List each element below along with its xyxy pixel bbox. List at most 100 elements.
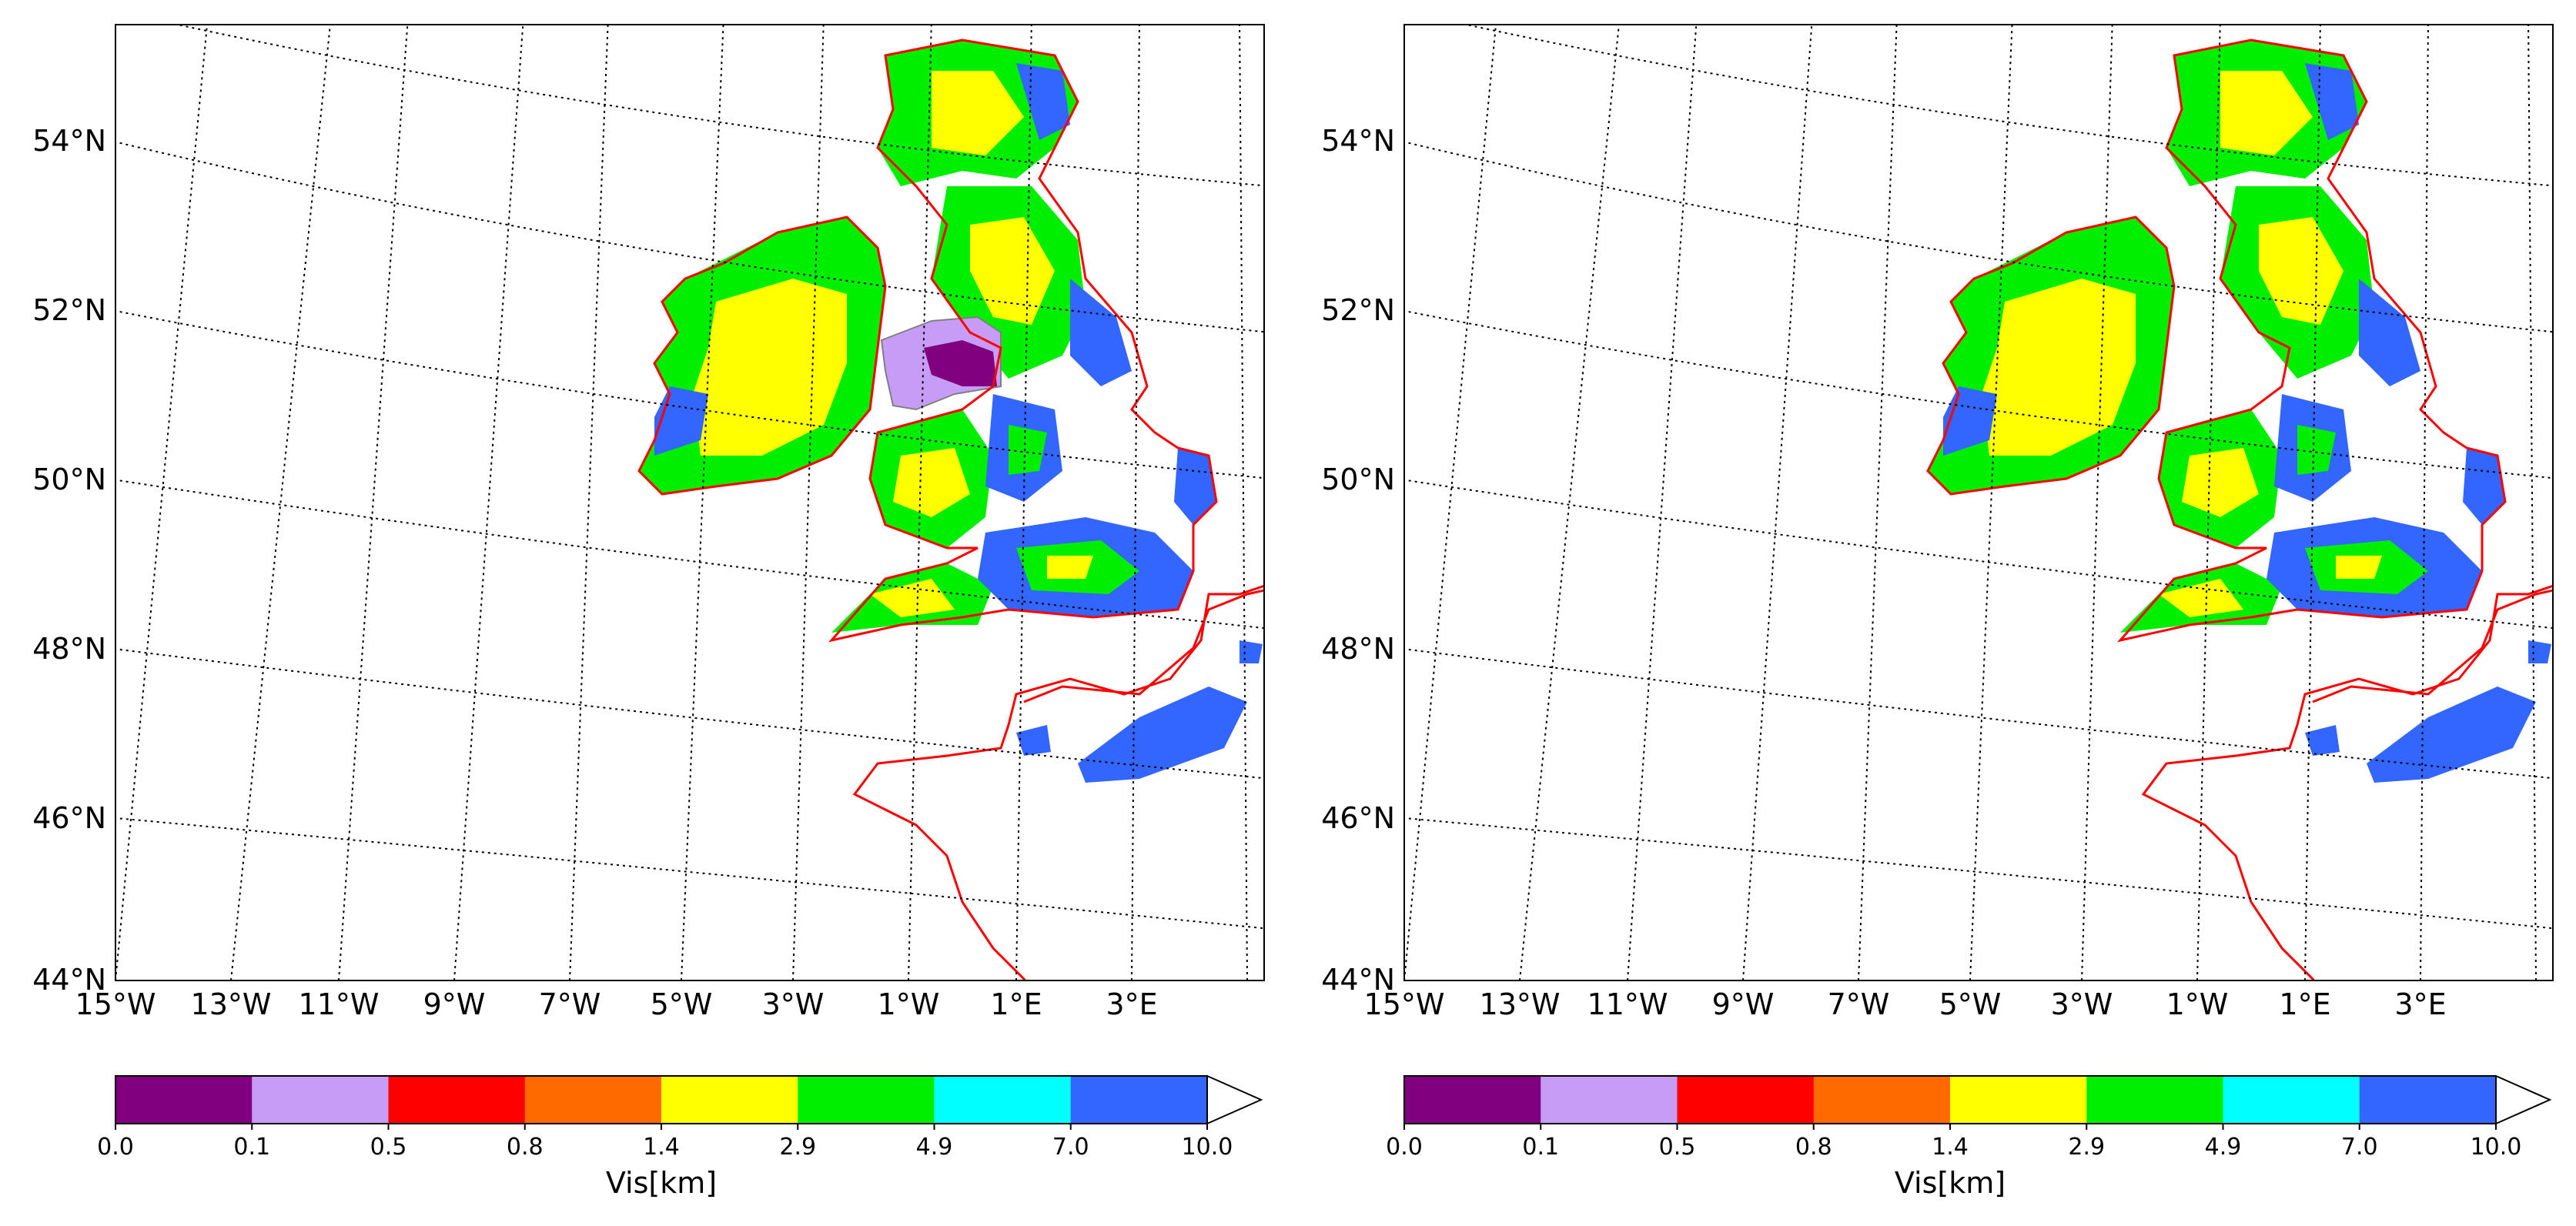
colorbar-extend-arrow xyxy=(2495,1074,2552,1125)
colorbar-segment xyxy=(252,1076,389,1124)
longitude-gridline xyxy=(792,25,825,980)
colorbar-segment xyxy=(2223,1076,2360,1124)
colorbar-segment xyxy=(1813,1076,1951,1124)
colorbar-tick-label: 1.4 xyxy=(1932,1134,1969,1161)
colorbar-tick-label: 0.0 xyxy=(97,1134,134,1161)
longitude-gridline xyxy=(1131,25,1140,980)
colorbar-right: 0.0 0.1 0.5 0.8 1.4 2.9 4.9 7.0 10.0 Vis[km] xyxy=(1386,1074,2552,1200)
latitude-label: 50°N xyxy=(1321,463,1395,496)
longitude-label: 9°W xyxy=(423,987,486,1021)
longitude-label: 9°W xyxy=(1712,987,1775,1021)
map-background xyxy=(1404,25,2553,980)
colorbar-segment xyxy=(1950,1076,2087,1124)
latitude-label: 44°N xyxy=(1321,963,1395,997)
colorbar-tick-label: 2.9 xyxy=(2068,1134,2105,1161)
longitude-gridline xyxy=(2304,25,2321,980)
longitude-gridline xyxy=(1858,25,1898,980)
longitude-gridline xyxy=(1627,25,1698,980)
colorbar-segment xyxy=(1070,1076,1208,1124)
longitude-label: 13°W xyxy=(191,987,272,1021)
latitude-gridline xyxy=(1404,648,2553,780)
map-panel-left: 54°N 52°N 50°N 48°N 46°N 44°N15°W 13°W 11°W 9°W 7… xyxy=(32,24,1265,1021)
longitude-gridline xyxy=(908,25,932,980)
latitude-label: 46°N xyxy=(32,801,106,835)
longitude-label: 15°W xyxy=(75,987,156,1021)
latitude-label: 54°N xyxy=(1321,124,1395,158)
colorbar-label: Vis[km] xyxy=(606,1166,717,1200)
longitude-label: 1°W xyxy=(2166,987,2229,1021)
colorbar-tick-label: 4.9 xyxy=(2205,1134,2242,1161)
colorbar-label: Vis[km] xyxy=(1895,1166,2006,1200)
longitude-gridline xyxy=(1015,25,1032,980)
colorbar-segment xyxy=(1404,1076,1541,1124)
colorbar-tick-label: 0.5 xyxy=(1659,1134,1696,1161)
longitude-gridline xyxy=(453,25,524,980)
latitude-gridline xyxy=(115,479,1264,630)
colorbar-tick-label: 10.0 xyxy=(2471,1134,2522,1161)
map-content xyxy=(115,25,1264,980)
longitude-label: 11°W xyxy=(299,987,380,1021)
latitude-gridline xyxy=(1404,479,2553,630)
longitude-gridline xyxy=(230,25,331,980)
latitude-gridline xyxy=(115,648,1264,780)
colorbar-segment xyxy=(2086,1076,2223,1124)
colorbar-tick-label: 10.0 xyxy=(1182,1134,1233,1161)
longitude-gridline xyxy=(681,25,724,980)
latitude-label: 46°N xyxy=(1321,801,1395,835)
latitude-label: 50°N xyxy=(32,463,106,496)
colorbar-segment xyxy=(2359,1076,2497,1124)
longitude-gridline xyxy=(1404,25,1497,980)
map-frame xyxy=(1403,24,2554,981)
longitude-label: 3°E xyxy=(1106,987,1157,1021)
longitude-label: 13°W xyxy=(1480,987,1561,1021)
longitude-gridline xyxy=(2527,25,2537,980)
longitude-label: 1°E xyxy=(990,987,1042,1021)
longitude-label: 1°E xyxy=(2279,987,2330,1021)
longitude-label: 5°W xyxy=(1939,987,2002,1021)
map-panel-right: 54°N 52°N 50°N 48°N 46°N 44°N15°W 13°W 11°W 9°W 7… xyxy=(1321,24,2554,1021)
colorbar-tick-label: 0.8 xyxy=(1795,1134,1832,1161)
colorbar-tick-label: 0.8 xyxy=(507,1134,544,1161)
longitude-label: 3°W xyxy=(762,987,825,1021)
latitude-label: 48°N xyxy=(32,632,106,666)
longitude-gridline xyxy=(338,25,409,980)
colorbar-left: 0.0 0.1 0.5 0.8 1.4 2.9 4.9 7.0 10.0 Vis[km] xyxy=(97,1074,1263,1200)
longitude-gridline xyxy=(2196,25,2221,980)
latitude-label: 54°N xyxy=(32,124,106,158)
colorbar-segment xyxy=(388,1076,526,1124)
colorbar-tick-label: 4.9 xyxy=(916,1134,953,1161)
colorbar-segment xyxy=(1541,1076,1678,1124)
latitude-label: 52°N xyxy=(32,293,106,327)
colorbar-segment xyxy=(934,1076,1072,1124)
colorbar-segment xyxy=(1677,1076,1815,1124)
colorbar-segment xyxy=(798,1076,935,1124)
longitude-gridline xyxy=(1519,25,1620,980)
colorbar-tick-label: 2.9 xyxy=(779,1134,816,1161)
colorbar-extend-arrow xyxy=(1206,1074,1263,1125)
map-frame xyxy=(115,24,1265,981)
latitude-label: 48°N xyxy=(1321,632,1395,666)
colorbar-tick-label: 0.1 xyxy=(1522,1134,1559,1161)
longitude-label: 3°W xyxy=(2051,987,2113,1021)
longitude-label: 15°W xyxy=(1364,987,1445,1021)
longitude-label: 1°W xyxy=(878,987,940,1021)
longitude-gridline xyxy=(2420,25,2429,980)
colorbar-tick-label: 0.5 xyxy=(370,1134,407,1161)
latitude-label: 52°N xyxy=(1321,293,1395,327)
colorbar-tick-label: 0.1 xyxy=(233,1134,270,1161)
latitude-gridline xyxy=(174,25,1264,187)
longitude-label: 11°W xyxy=(1587,987,1668,1021)
colorbar-tick-label: 1.4 xyxy=(643,1134,680,1161)
map-content xyxy=(1404,25,2553,980)
colorbar-segment xyxy=(661,1076,798,1124)
latitude-gridline xyxy=(1463,25,2553,187)
longitude-gridline xyxy=(115,25,209,980)
colorbar-segment xyxy=(524,1076,662,1124)
longitude-label: 5°W xyxy=(651,987,713,1021)
longitude-label: 7°W xyxy=(1828,987,1890,1021)
colorbar-tick-label: 0.0 xyxy=(1386,1134,1423,1161)
map-background xyxy=(115,25,1264,980)
colorbar-segment xyxy=(115,1076,253,1124)
latitude-label: 44°N xyxy=(32,963,106,997)
